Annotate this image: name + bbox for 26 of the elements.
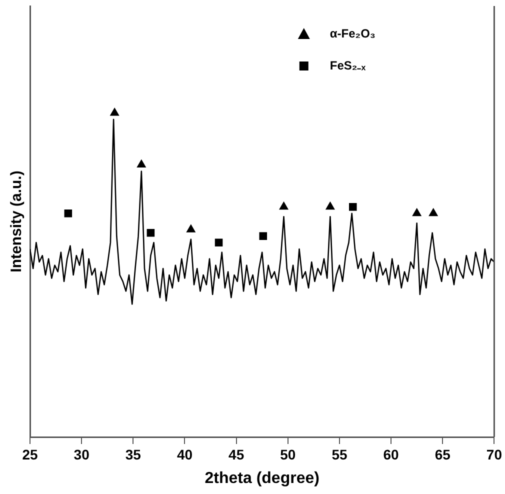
point — [214, 238, 223, 246]
point — [279, 201, 289, 210]
x-tick-label: 40 — [176, 446, 193, 462]
point — [136, 159, 146, 168]
point — [428, 208, 438, 216]
point — [146, 228, 155, 237]
point — [186, 224, 196, 232]
x-tick-label: 25 — [22, 446, 38, 462]
y-axis-title: Intensity (a.u.) — [8, 170, 26, 272]
point — [412, 208, 422, 216]
x-tick-label: 35 — [125, 446, 142, 462]
x-tick-label: 60 — [383, 446, 400, 462]
x-tick-label: 70 — [486, 446, 502, 462]
x-tick-label: 55 — [332, 446, 348, 462]
point — [64, 210, 72, 218]
x-tick-label: 65 — [434, 446, 451, 462]
legend-label: α-Fe₂O₃ — [330, 26, 376, 40]
point — [259, 232, 268, 240]
point — [349, 203, 357, 211]
point — [110, 107, 120, 116]
x-tick-label: 50 — [280, 446, 296, 462]
x-tick-label: 45 — [228, 446, 244, 462]
x-tick-label: 30 — [74, 446, 90, 462]
legend-label: FeS₂₋ₓ — [330, 58, 366, 72]
x-axis-title: 2theta (degree) — [204, 470, 320, 487]
point — [325, 201, 335, 210]
